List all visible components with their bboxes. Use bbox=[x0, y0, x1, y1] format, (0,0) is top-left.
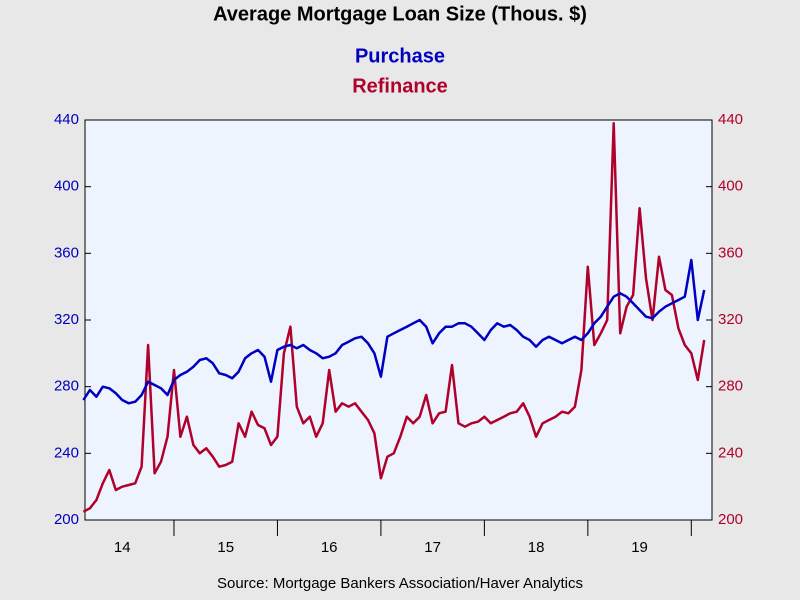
y2-tick-label: 440 bbox=[718, 111, 743, 128]
y-tick-label: 440 bbox=[54, 111, 79, 128]
x-tick-label: 14 bbox=[114, 539, 131, 556]
legend-entry: Refinance bbox=[352, 75, 448, 97]
y-tick-label: 360 bbox=[54, 244, 79, 261]
x-tick-label: 18 bbox=[528, 539, 545, 556]
y-tick-label: 320 bbox=[54, 311, 79, 328]
y-tick-label: 200 bbox=[54, 511, 79, 528]
y2-tick-label: 320 bbox=[718, 311, 743, 328]
y2-tick-label: 280 bbox=[718, 378, 743, 395]
legend-entry: Purchase bbox=[355, 45, 445, 67]
x-tick-label: 16 bbox=[321, 539, 338, 556]
chart-title: Average Mortgage Loan Size (Thous. $) bbox=[213, 3, 587, 25]
series-line bbox=[82, 122, 706, 513]
x-tick-label: 15 bbox=[217, 539, 234, 556]
y2-tick-label: 360 bbox=[718, 244, 743, 261]
y-tick-label: 400 bbox=[54, 178, 79, 195]
y-tick-label: 280 bbox=[54, 378, 79, 395]
y2-tick-label: 400 bbox=[718, 178, 743, 195]
plot-area bbox=[84, 119, 713, 521]
y2-tick-label: 200 bbox=[718, 511, 743, 528]
series-line bbox=[82, 258, 706, 405]
y2-tick-label: 240 bbox=[718, 444, 743, 461]
y-tick-label: 240 bbox=[54, 444, 79, 461]
x-tick-label: 19 bbox=[631, 539, 648, 556]
source-note: Source: Mortgage Bankers Association/Hav… bbox=[217, 575, 583, 592]
x-tick-label: 17 bbox=[424, 539, 441, 556]
